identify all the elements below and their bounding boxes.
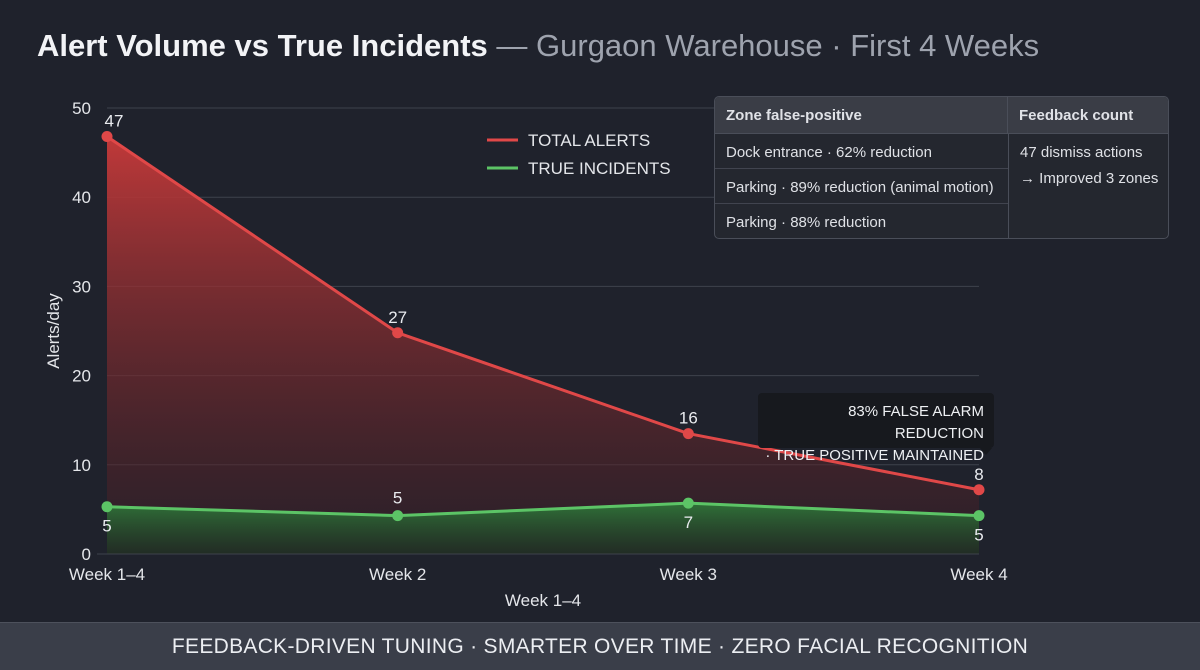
data-label: 16	[679, 409, 698, 428]
data-label: 7	[684, 513, 693, 532]
table-row: Dock entrance · 62% reduction	[715, 134, 1008, 169]
table-header-feedback: Feedback count	[1019, 107, 1134, 124]
page-title: Alert Volume vs True Incidents — Gurgaon…	[37, 28, 1039, 64]
series-area	[107, 503, 979, 554]
legend-label: TOTAL ALERTS	[528, 131, 650, 150]
x-tick-label: Week 2	[369, 565, 426, 584]
legend: TOTAL ALERTS TRUE INCIDENTS	[487, 131, 671, 178]
data-labels: 47 27 16 8 5 5 7 5	[102, 112, 983, 545]
data-point	[973, 510, 985, 522]
data-point	[682, 428, 694, 440]
y-tick-label: 30	[72, 277, 91, 296]
data-label: 5	[102, 517, 111, 536]
data-label: 27	[388, 308, 407, 327]
data-point	[392, 510, 404, 522]
data-label: 5	[393, 489, 402, 508]
data-point	[101, 501, 113, 513]
reduction-callout: 83% FALSE ALARM REDUCTION · TRUE POSITIV…	[758, 393, 994, 464]
axes: 0 10 20 30 40 50 Week 1–4 Week 2 Week 3 Week 4 Wee…	[44, 99, 1008, 610]
y-axis-title: Alerts/day	[44, 293, 63, 369]
series-line	[106, 501, 980, 518]
data-label: 8	[974, 465, 983, 484]
y-tick-label: 0	[82, 545, 91, 564]
legend-label: TRUE INCIDENTS	[528, 159, 671, 178]
data-label: 47	[105, 112, 124, 131]
table-header-zone: Zone false-positive	[715, 97, 1008, 133]
data-point	[392, 327, 404, 339]
chart-subtitle: — Gurgaon Warehouse · First 4 Weeks	[496, 28, 1040, 63]
data-point	[101, 131, 113, 143]
y-tick-label: 40	[72, 188, 91, 207]
table-row: Parking · 88% reduction	[726, 214, 887, 231]
table-row: Parking · 89% reduction (animal motion)	[715, 169, 1008, 204]
feedback-line: → Improved 3 zones	[1020, 170, 1159, 187]
y-tick-label: 50	[72, 99, 91, 118]
zone-feedback-table: Zone false-positive Feedback count Dock …	[714, 96, 1169, 239]
feedback-count-cell: 47 dismiss actions → Improved 3 zones	[1009, 130, 1168, 238]
x-axis-title: Week 1–4	[505, 591, 581, 610]
series-line	[106, 135, 980, 492]
y-tick-label: 20	[72, 367, 91, 386]
data-label: 5	[974, 526, 983, 545]
x-tick-label: Week 3	[660, 565, 717, 584]
data-point	[973, 484, 985, 496]
callout-line: 83% FALSE ALARM REDUCTION	[848, 403, 984, 442]
footer-banner: FEEDBACK-DRIVEN TUNING · SMARTER OVER TI…	[0, 622, 1200, 670]
data-points	[101, 131, 985, 522]
x-tick-label: Week 4	[950, 565, 1007, 584]
chart-title: Alert Volume vs True Incidents	[37, 28, 488, 63]
callout-line: · TRUE POSITIVE MAINTAINED	[765, 447, 984, 464]
series-area	[107, 136, 979, 554]
series-lines	[106, 135, 980, 518]
x-tick-label: Week 1–4	[69, 565, 145, 584]
data-point	[682, 497, 694, 509]
feedback-line: 47 dismiss actions	[1020, 144, 1143, 161]
area-fills	[107, 136, 979, 554]
y-tick-label: 10	[72, 456, 91, 475]
